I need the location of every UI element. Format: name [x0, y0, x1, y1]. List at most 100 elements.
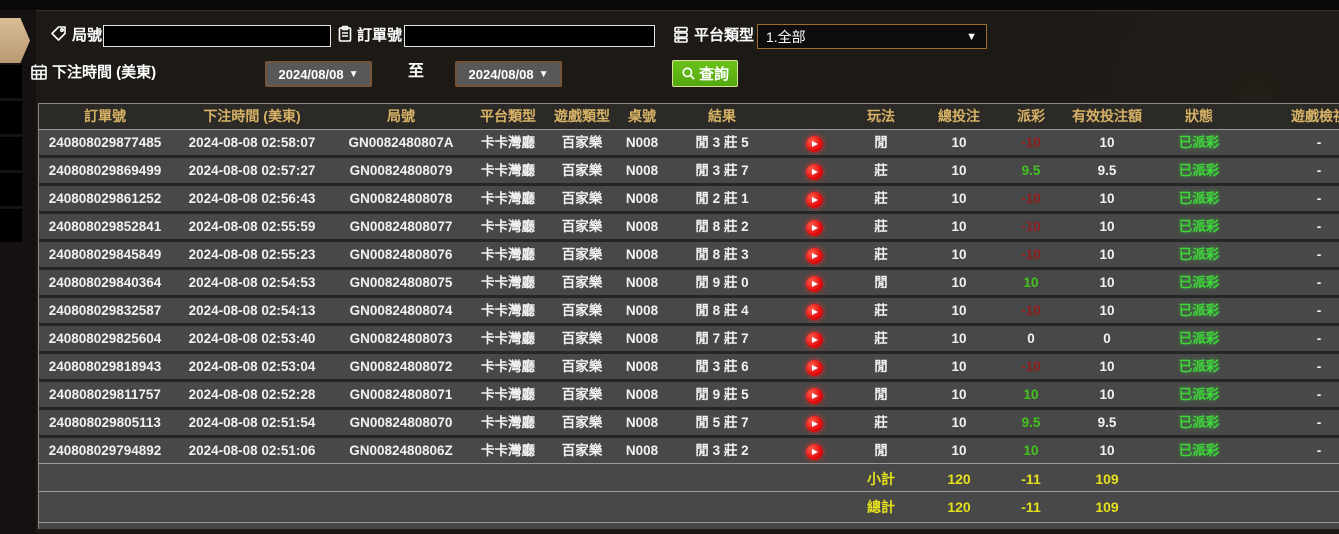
cell-status: 已派彩: [1178, 163, 1220, 178]
cell-result: 閒 5 莊 7: [695, 415, 749, 430]
cell-round: GN00824808073: [349, 331, 453, 346]
cell-valid: 10: [1099, 359, 1115, 374]
col-header-payout: 派彩: [1017, 108, 1045, 124]
cell-platform: 卡卡灣廳: [481, 331, 535, 346]
cell-valid: 10: [1099, 219, 1115, 234]
cell-playtype: 莊: [874, 331, 888, 346]
table-row: 240808029845849 2024-08-08 02:55:23 GN00…: [39, 242, 1339, 270]
cell-playtype: 莊: [874, 191, 888, 206]
cell-gameview: -: [1316, 191, 1322, 206]
cell-round: GN00824808076: [349, 247, 453, 262]
table-row: 240808029811757 2024-08-08 02:52:28 GN00…: [39, 382, 1339, 410]
play-icon[interactable]: [805, 444, 823, 460]
cell-playtype: 閒: [874, 359, 888, 374]
table-row: 240808029869499 2024-08-08 02:57:27 GN00…: [39, 158, 1339, 186]
col-header-bet: 總投注: [938, 108, 980, 124]
cell-time: 2024-08-08 02:52:28: [188, 387, 316, 402]
sidebar-menu-block[interactable]: [0, 137, 22, 170]
subtotal-row: 小計 120 -11 109: [39, 463, 1339, 494]
cell-table: N008: [625, 219, 659, 234]
cell-result: 閒 3 莊 7: [695, 163, 749, 178]
cell-gameview: -: [1316, 359, 1322, 374]
cell-bet: 10: [951, 275, 967, 290]
cell-payout: -10: [1021, 191, 1041, 206]
cell-table: N008: [625, 191, 659, 206]
sidebar-menu-block[interactable]: [0, 101, 22, 134]
cell-valid: 10: [1099, 247, 1115, 262]
search-button[interactable]: 查詢: [672, 60, 739, 87]
subtotal-valid: 109: [1095, 471, 1119, 487]
sidebar-menu-block[interactable]: [0, 209, 22, 242]
platform-type-select[interactable]: 1.全部 ▼: [757, 24, 987, 49]
cell-platform: 卡卡灣廳: [481, 443, 535, 458]
cell-gameview: -: [1316, 443, 1322, 458]
cell-replay: [777, 438, 851, 463]
date-to-value: 2024/08/08: [468, 66, 534, 82]
date-to-picker[interactable]: 2024/08/08 ▼: [455, 61, 562, 87]
total-valid: 109: [1095, 499, 1119, 515]
sidebar-collapse-tab[interactable]: [0, 18, 30, 63]
play-icon[interactable]: [805, 416, 823, 432]
play-icon[interactable]: [805, 360, 823, 376]
cell-replay: [777, 298, 851, 323]
total-row: 總計 120 -11 109: [39, 491, 1339, 522]
subtotal-payout: -11: [1021, 471, 1041, 487]
play-icon[interactable]: [805, 276, 823, 292]
cell-bet: 10: [951, 191, 967, 206]
cell-game: 百家樂: [561, 275, 603, 290]
play-icon[interactable]: [805, 136, 823, 152]
bet-time-label: 下注時間 (美東): [52, 64, 157, 81]
cell-replay: [777, 382, 851, 407]
cell-bet: 10: [951, 443, 967, 458]
cell-bet: 10: [951, 163, 967, 178]
cell-bet: 10: [951, 219, 967, 234]
cell-bet: 10: [951, 359, 967, 374]
cell-game: 百家樂: [561, 247, 603, 262]
table-body: 240808029877485 2024-08-08 02:58:07 GN00…: [39, 130, 1339, 466]
col-header-playtype: 玩法: [867, 108, 895, 124]
cell-order: 240808029861252: [48, 191, 162, 206]
sidebar-menu-block[interactable]: [0, 65, 22, 98]
table-row: 240808029840364 2024-08-08 02:54:53 GN00…: [39, 270, 1339, 298]
play-icon[interactable]: [805, 304, 823, 320]
cell-order: 240808029840364: [48, 275, 162, 290]
play-icon[interactable]: [805, 220, 823, 236]
sidebar-menu-block[interactable]: [0, 173, 22, 206]
cell-time: 2024-08-08 02:57:27: [188, 163, 316, 178]
cell-platform: 卡卡灣廳: [481, 387, 535, 402]
cell-time: 2024-08-08 02:55:23: [188, 247, 316, 262]
play-icon[interactable]: [805, 248, 823, 264]
cell-round: GN00824808071: [349, 387, 453, 402]
round-no-label: 局號: [72, 27, 103, 44]
play-icon[interactable]: [805, 192, 823, 208]
col-header-replay: [777, 104, 851, 129]
cell-gameview: -: [1316, 415, 1322, 430]
cell-round: GN0082480807A: [348, 135, 454, 150]
play-icon[interactable]: [805, 388, 823, 404]
play-icon[interactable]: [805, 164, 823, 180]
play-icon[interactable]: [805, 332, 823, 348]
cell-payout: 9.5: [1021, 163, 1041, 178]
order-no-input[interactable]: [404, 25, 655, 47]
round-no-input[interactable]: [103, 25, 331, 47]
cell-replay: [777, 410, 851, 435]
cell-valid: 10: [1099, 303, 1115, 318]
total-bet: 120: [947, 499, 971, 515]
cell-platform: 卡卡灣廳: [481, 303, 535, 318]
cell-playtype: 閒: [874, 443, 888, 458]
cell-result: 閒 8 莊 3: [695, 247, 749, 262]
cell-replay: [777, 214, 851, 239]
cell-time: 2024-08-08 02:54:13: [188, 303, 316, 318]
cell-result: 閒 8 莊 2: [695, 219, 749, 234]
cell-payout: 0: [1027, 331, 1035, 346]
cell-round: GN00824808072: [349, 359, 453, 374]
col-header-status: 狀態: [1185, 108, 1213, 124]
cell-order: 240808029869499: [48, 163, 162, 178]
cell-playtype: 閒: [874, 387, 888, 402]
date-from-picker[interactable]: 2024/08/08 ▼: [265, 61, 372, 87]
cell-status: 已派彩: [1178, 331, 1220, 346]
cell-time: 2024-08-08 02:53:04: [188, 359, 316, 374]
cell-platform: 卡卡灣廳: [481, 415, 535, 430]
table-row: 240808029877485 2024-08-08 02:58:07 GN00…: [39, 130, 1339, 158]
